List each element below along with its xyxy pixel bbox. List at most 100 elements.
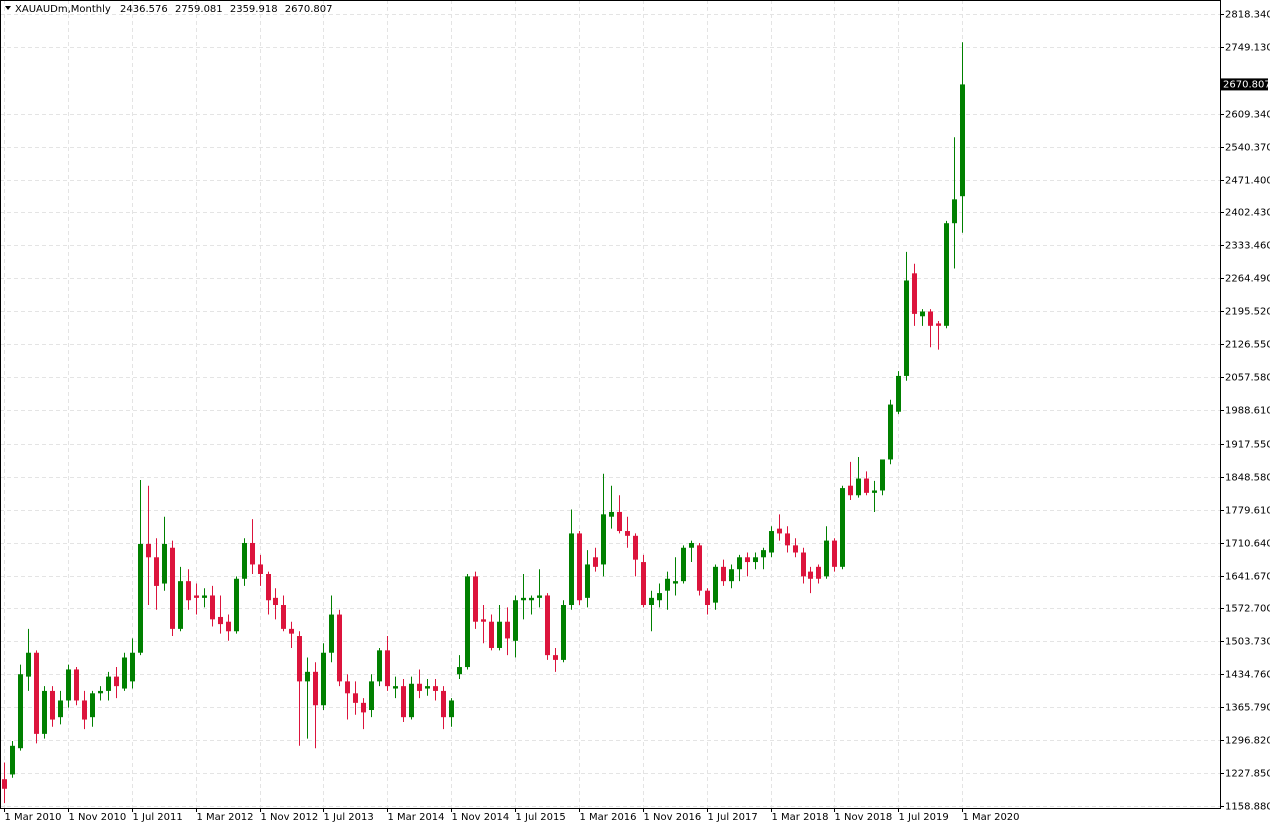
candle-body (186, 581, 191, 601)
x-tick-label: 1 Jul 2015 (516, 812, 566, 823)
candle-body (601, 514, 606, 565)
candle-body (313, 671, 318, 706)
candle-body (665, 578, 670, 591)
candle-body (840, 488, 845, 567)
candle-body (641, 562, 646, 606)
candle-body (824, 540, 829, 577)
candle-body (242, 542, 247, 579)
candle-body (569, 533, 574, 606)
candle-body (377, 650, 382, 682)
candle-body (433, 686, 438, 691)
x-tick-label: 1 Mar 2018 (772, 812, 829, 823)
candle-body (880, 459, 885, 491)
candle-body (82, 700, 87, 720)
candle-body (848, 485, 853, 496)
candle-body (801, 552, 806, 577)
header: XAUAUDm,Monthly 2436.576 2759.081 2359.9… (15, 4, 332, 15)
candle-body (178, 581, 183, 629)
x-tick-label: 1 Nov 2016 (644, 812, 702, 823)
y-tick-label: 2333.460 (1225, 241, 1270, 252)
y-tick-label: 1227.850 (1225, 769, 1270, 780)
candle-body (18, 674, 23, 749)
candle-body (2, 779, 7, 789)
candle-body (465, 576, 470, 668)
y-tick-label: 1503.730 (1225, 637, 1270, 648)
x-tick-label: 1 Jul 2013 (324, 812, 374, 823)
candle-body (98, 690, 103, 694)
candle-body (769, 531, 774, 553)
candle-body (649, 597, 654, 606)
candle-body (281, 605, 286, 629)
candle-body (593, 557, 598, 567)
candle-body (273, 597, 278, 606)
candle-body (50, 690, 55, 720)
candle-body (856, 478, 861, 496)
candle-body (202, 595, 207, 598)
candle-body (753, 557, 758, 563)
candle-body (609, 511, 614, 517)
x-tick-label: 1 Mar 2014 (388, 812, 445, 823)
candle-body (689, 542, 694, 548)
candle-body (936, 323, 941, 326)
candle-body (154, 557, 159, 586)
low: 2359.918 (230, 4, 278, 15)
candle-body (697, 545, 702, 591)
y-tick-label: 1779.610 (1225, 506, 1270, 517)
candle-body (138, 543, 143, 653)
candle-body (777, 528, 782, 534)
candle-body (864, 478, 869, 493)
candle-body (545, 595, 550, 656)
candle-body (289, 628, 294, 634)
candle-body (146, 543, 151, 558)
candle-body (928, 311, 933, 326)
candle-body (960, 84, 965, 197)
candle-body (617, 511, 622, 532)
candle-body (721, 566, 726, 582)
candle-body (226, 621, 231, 632)
candle-body (513, 600, 518, 641)
y-tick-label: 1710.640 (1225, 539, 1270, 550)
candle-body (162, 543, 167, 584)
symbol: XAUAUDm,Monthly (15, 4, 111, 15)
candle-body (681, 547, 686, 582)
candle-body (872, 490, 877, 493)
candle-body (250, 542, 255, 565)
candle-body (106, 676, 111, 691)
candle-body (66, 669, 71, 701)
candle-body (441, 690, 446, 718)
plot-frame (0, 0, 1221, 809)
candle-body (625, 531, 630, 536)
candle-body (297, 636, 302, 682)
candle-body (34, 652, 39, 734)
candle-body (26, 652, 31, 677)
x-tick-label: 1 Mar 2016 (580, 812, 637, 823)
candle-body (130, 652, 135, 682)
candle-body (920, 311, 925, 317)
candles (2, 42, 965, 804)
y-tick-label: 1572.700 (1225, 604, 1270, 615)
x-tick-label: 1 Mar 2012 (197, 812, 254, 823)
candle-body (896, 375, 901, 412)
candle-body (473, 576, 478, 622)
candle-body (170, 547, 175, 629)
price-label: 2670.807 (1223, 79, 1270, 90)
header-icon (5, 6, 11, 10)
candle-body (353, 693, 358, 703)
y-tick-label: 2471.400 (1225, 176, 1270, 187)
candle-body (305, 671, 310, 682)
y-tick-label: 1641.670 (1225, 572, 1270, 583)
candle-body (785, 533, 790, 546)
candle-body (808, 571, 813, 579)
y-tick-label: 2818.340 (1225, 10, 1270, 21)
candle-body (369, 681, 374, 711)
x-tick-label: 1 Mar 2010 (5, 812, 62, 823)
x-tick-label: 1 Nov 2014 (452, 812, 510, 823)
y-tick-label: 1365.790 (1225, 703, 1270, 714)
candle-body (10, 745, 15, 775)
x-tick-label: 1 Nov 2018 (835, 812, 893, 823)
candle-body (425, 686, 430, 689)
candle-body (409, 683, 414, 718)
x-tick-label: 1 Nov 2010 (69, 812, 127, 823)
candle-body (258, 564, 263, 574)
x-tick-label: 1 Mar 2020 (963, 812, 1020, 823)
